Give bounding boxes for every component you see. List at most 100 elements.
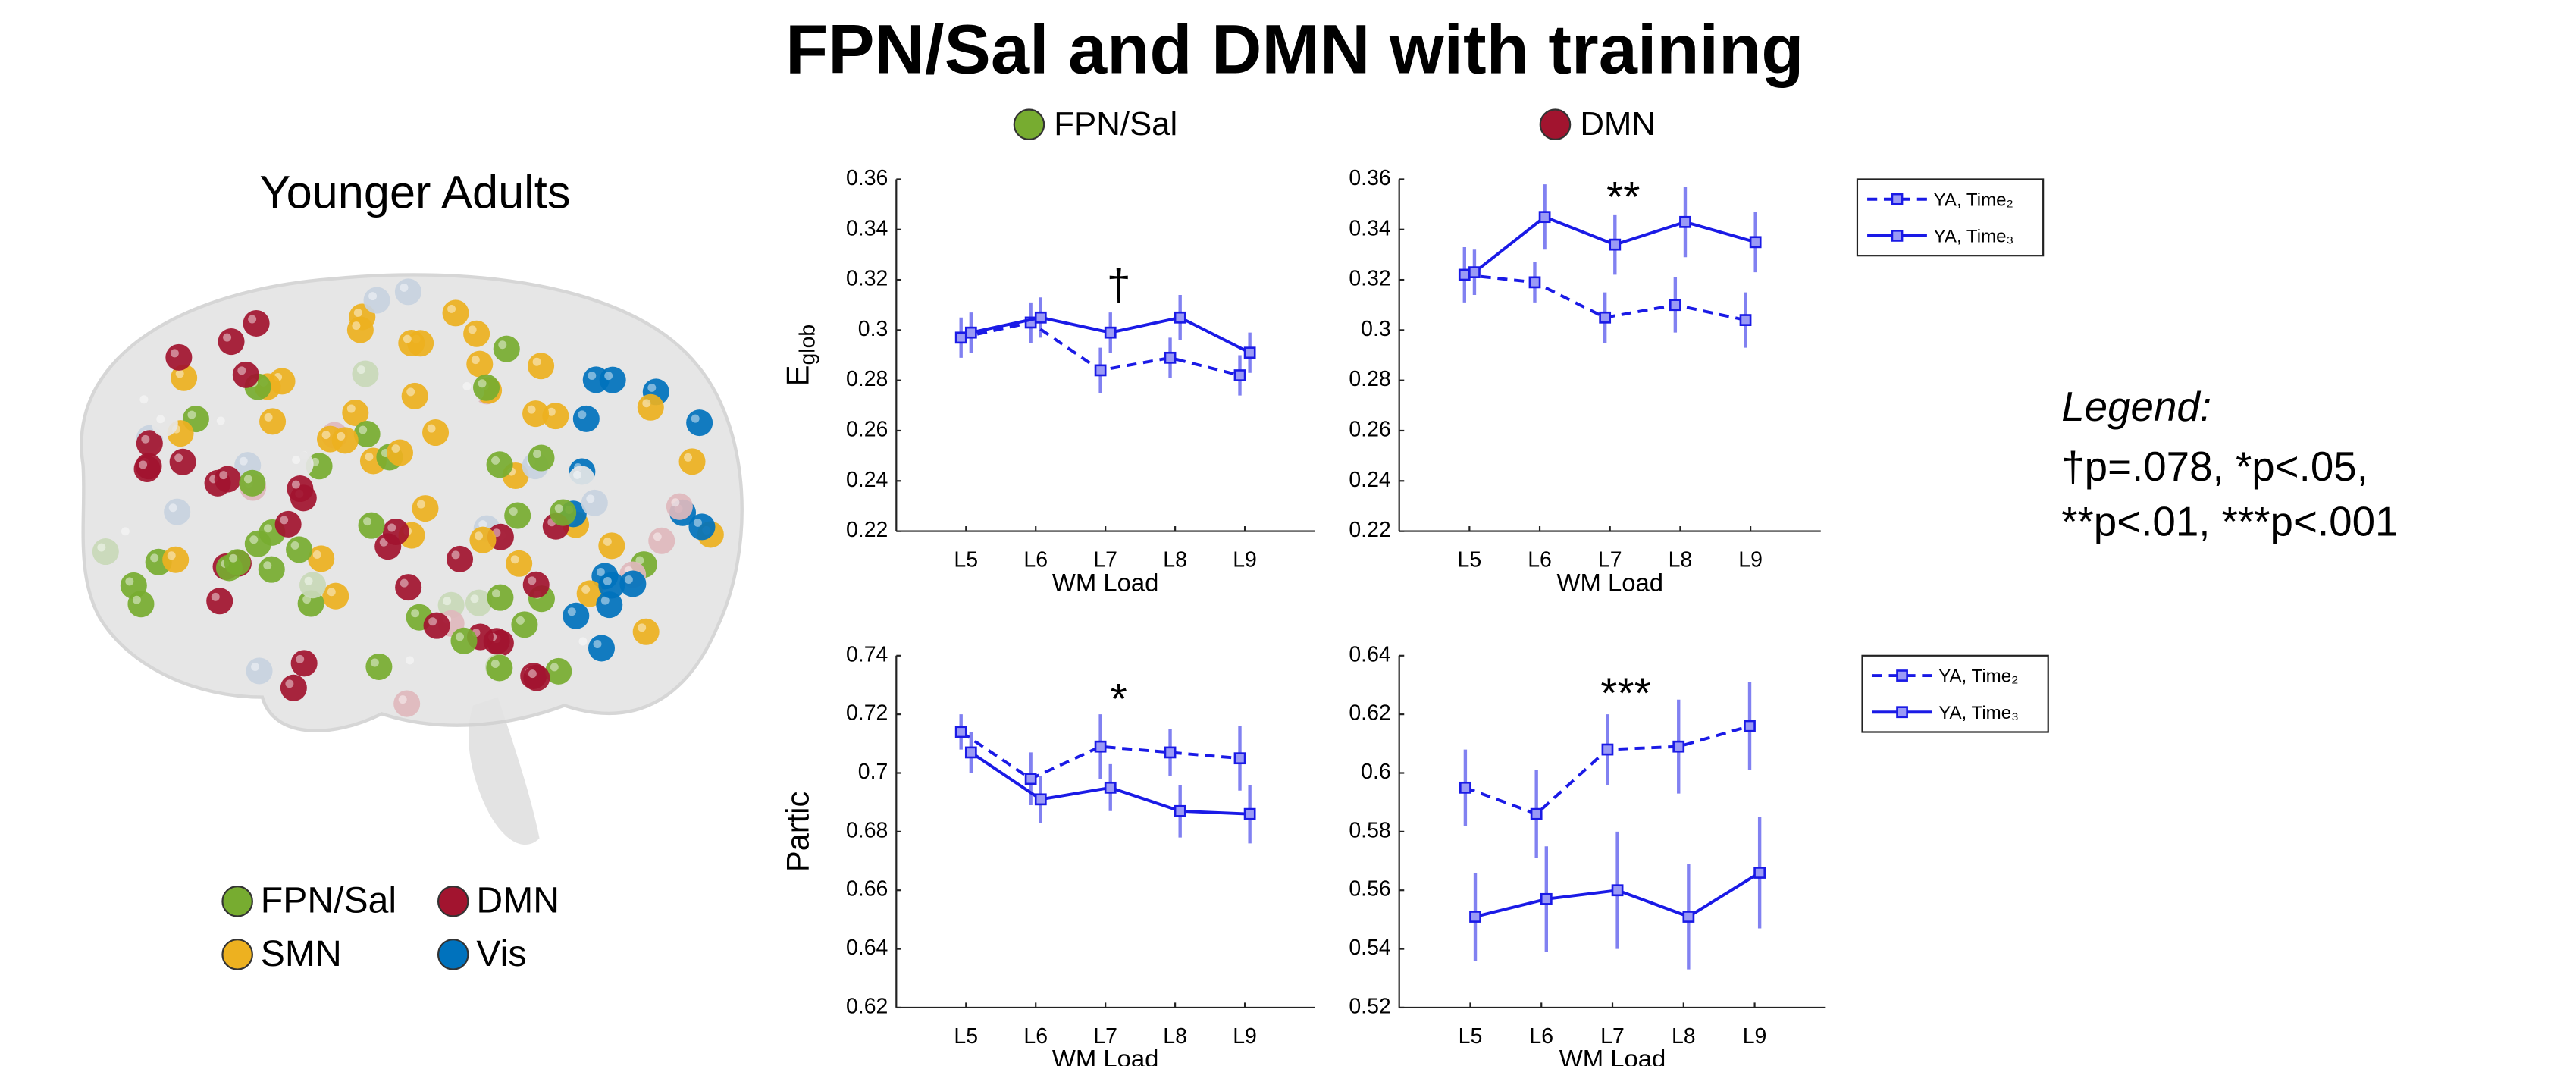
x-tick-label: L7 (1093, 1024, 1117, 1049)
line-chart: 0.22 0.24 0.26 0.28 0.3 0.32 0.34 0.36 L5 L6 L7 L8 L… (779, 166, 1315, 596)
brain-node-highlight (248, 315, 257, 324)
brain-node-highlight (528, 669, 537, 679)
brain-node-highlight (167, 551, 176, 560)
brain-node-highlight (411, 609, 420, 618)
brain-node-highlight (586, 494, 595, 503)
brain-node-highlight (691, 414, 700, 423)
marker (1530, 807, 1543, 820)
y-tick-label: 0.32 (1349, 267, 1390, 291)
brain-node-highlight (428, 617, 437, 626)
brain-node (134, 390, 161, 417)
marker (1672, 740, 1685, 753)
brain-node-highlight (647, 383, 657, 392)
y-tick-label: 0.28 (1349, 367, 1390, 391)
brain-node-highlight (239, 456, 248, 466)
marker (954, 726, 967, 738)
marker (1540, 892, 1553, 905)
brain-node-highlight (624, 575, 633, 584)
brain-node-highlight (391, 444, 400, 453)
brain-node (214, 466, 241, 493)
brain-node (394, 278, 421, 306)
marker (1094, 364, 1107, 377)
marker (1538, 211, 1551, 224)
brain-node (358, 512, 385, 539)
brain-node (542, 403, 569, 430)
marker (1104, 781, 1117, 794)
x-tick-label: L5 (1459, 1024, 1483, 1049)
brain-node-highlight (168, 503, 177, 513)
brain-node (206, 588, 233, 615)
brain-node (576, 580, 603, 607)
marker (1458, 268, 1471, 281)
brain-node-highlight (600, 596, 610, 605)
y-tick-label: 0.36 (1349, 166, 1390, 190)
figure-title: FPN/Sal and DMN with training (785, 11, 1804, 89)
brain-node (246, 657, 273, 685)
brain-node-highlight (97, 543, 106, 552)
brain-node (506, 550, 533, 577)
brain-node-highlight (346, 404, 356, 413)
brain-node (382, 518, 409, 545)
brain-node (169, 448, 196, 475)
y-tick-label: 0.3 (1361, 317, 1391, 341)
y-axis-label-main: E (779, 365, 815, 387)
brain-node-highlight (387, 523, 396, 532)
y-tick-label: 0.52 (1349, 994, 1390, 1018)
marker (1739, 314, 1752, 326)
x-axis-label: WM Load (1052, 1045, 1158, 1066)
brain-node-highlight (406, 387, 415, 397)
brain-node (218, 328, 245, 356)
brain-node (353, 421, 381, 448)
brain-node (522, 571, 550, 598)
column-header: FPN/Sal (1054, 105, 1177, 143)
brain-node-highlight (603, 577, 612, 585)
significance-legend-title: Legend: (2061, 383, 2211, 430)
brain-node (92, 538, 119, 566)
marker (1104, 326, 1117, 339)
legend-marker (1891, 193, 1904, 205)
legend-label: Vis (476, 933, 526, 974)
y-tick-label: 0.62 (846, 994, 888, 1018)
x-tick-label: L7 (1093, 548, 1117, 572)
brain-node-highlight (470, 594, 479, 604)
brain-node (511, 611, 538, 638)
brain-node (486, 654, 513, 682)
x-tick-label: L8 (1163, 1024, 1187, 1049)
legend-label: YA, Time₃ (1938, 703, 2019, 723)
brain-node (504, 502, 531, 529)
brain-node (523, 664, 550, 691)
brain-node (486, 451, 513, 478)
brain-node-highlight (264, 412, 273, 422)
brain-node (331, 427, 359, 454)
brain-node (342, 399, 369, 427)
brain-node (398, 330, 425, 357)
brain-node-highlight (291, 480, 300, 489)
brain-node (466, 350, 494, 378)
brain-node-highlight (304, 576, 313, 585)
y-tick-label: 0.24 (1349, 468, 1390, 492)
x-tick-label: L9 (1233, 1024, 1257, 1049)
brain-node-highlight (359, 425, 368, 434)
brain-node-highlight (593, 639, 602, 648)
legend-dot (437, 939, 469, 970)
brain-node (395, 574, 422, 601)
marker (1682, 911, 1695, 923)
brain-node-highlight (638, 623, 647, 632)
marker (1024, 773, 1037, 785)
brain-node (386, 439, 413, 466)
line-chart: 0.62 0.64 0.66 0.68 0.7 0.72 0.74 L5 L6 L7 L8 L9 WM … (779, 642, 1315, 1066)
brain-node-highlight (243, 475, 252, 484)
legend-label: SMN (261, 933, 342, 974)
brain-node-highlight (693, 518, 702, 527)
brain-node-highlight (365, 453, 374, 461)
y-tick-label: 0.54 (1349, 936, 1390, 960)
brain-node (423, 612, 450, 639)
brain-node-highlight (370, 658, 379, 667)
legend-box (1861, 654, 2049, 733)
brain-node-highlight (478, 379, 487, 388)
brain-node-highlight (132, 595, 141, 604)
brain-node-highlight (216, 416, 225, 425)
brain-node (437, 591, 465, 619)
